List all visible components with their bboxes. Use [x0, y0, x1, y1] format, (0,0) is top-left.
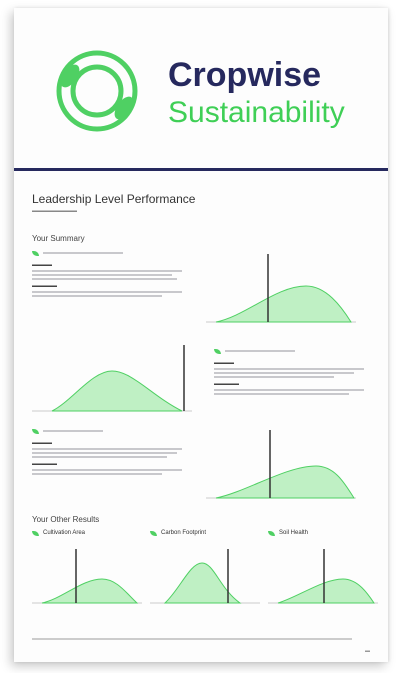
leaf-icon [32, 428, 39, 434]
block-1-label-a: ▬▬▬▬ [32, 262, 52, 268]
chart-2 [32, 341, 192, 421]
block-1-label-b: ▬▬▬▬▬ [32, 283, 57, 289]
summary-heading: Your Summary [32, 234, 85, 243]
chart-3 [206, 426, 356, 506]
cropwise-logo [52, 46, 142, 136]
other-results-heading: Your Other Results [32, 515, 100, 524]
other-item-3: Soil Health [279, 530, 309, 536]
brand-product: Sustainability [168, 96, 345, 129]
block-2-head [214, 348, 374, 354]
other-chart-3: Soil Health [268, 530, 378, 609]
block-3-head [32, 428, 192, 434]
block-3-label-b: ▬▬▬▬▬ [32, 461, 57, 467]
other-chart-2: Carbon Footprint [150, 530, 260, 609]
summary-block-1: ▬▬▬▬ ▬▬▬▬▬ [32, 250, 192, 299]
other-item-1: Cultivation Area [43, 530, 86, 536]
page-marker: ▬ [365, 648, 370, 654]
report-page: Cropwise Sustainability Leadership Level… [14, 8, 388, 662]
leaf-icon [32, 250, 39, 256]
chart-1 [206, 246, 356, 331]
summary-block-2: ▬▬▬▬ ▬▬▬▬▬ [214, 348, 374, 397]
brand-name: Cropwise [168, 56, 322, 94]
other-chart-1: Cultivation Area [32, 530, 142, 609]
summary-block-3: ▬▬▬▬ ▬▬▬▬▬ [32, 428, 192, 477]
block-2-label-b: ▬▬▬▬▬ [214, 381, 239, 387]
report-title: Leadership Level Performance [32, 192, 196, 206]
header-divider [14, 168, 388, 171]
leaf-icon [214, 348, 221, 354]
footnote-line [32, 638, 352, 640]
block-3-label-a: ▬▬▬▬ [32, 440, 52, 446]
report-subtitle-placeholder: ▬▬▬▬▬▬▬▬▬ [32, 208, 77, 214]
block-2-label-a: ▬▬▬▬ [214, 360, 234, 366]
other-item-2: Carbon Footprint [161, 530, 207, 536]
block-1-head [32, 250, 192, 256]
